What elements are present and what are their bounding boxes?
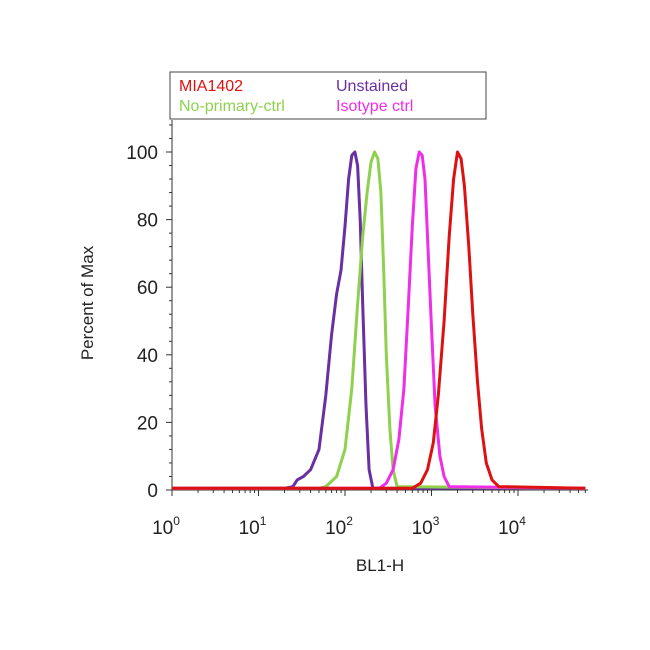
series-lines (172, 150, 586, 490)
x-tick-label: 102 (325, 514, 353, 539)
legend-entry-no-primary-ctrl: No-primary-ctrl (179, 98, 285, 115)
y-axis-title: Percent of Max (78, 245, 97, 360)
legend-entry-unstained: Unstained (336, 78, 408, 95)
y-tick-label: 20 (137, 413, 158, 434)
y-tick-label: 80 (137, 211, 158, 232)
y-tick-label: 100 (126, 143, 158, 164)
x-tick-label: 101 (239, 514, 267, 539)
legend-entry-isotype-ctrl: Isotype ctrl (336, 98, 413, 115)
legend-frame (169, 71, 487, 120)
x-tick-label: 100 (152, 514, 180, 539)
x-axis-title: BL1-H (356, 556, 404, 575)
series-line-isotype-ctrl (172, 150, 586, 490)
x-tick-label: 104 (498, 514, 526, 539)
axes (166, 120, 588, 496)
x-tick-label: 103 (412, 514, 440, 539)
tick-labels: 0 20 40 60 80 100 100 101 102 103 104 (126, 143, 526, 539)
legend-entry-mia1402: MIA1402 (179, 78, 243, 95)
y-tick-label: 40 (137, 346, 158, 367)
y-tick-label: 0 (147, 481, 158, 502)
series-line-mia1402 (172, 150, 586, 490)
series-line-no-primary-ctrl (172, 150, 586, 490)
series-line-unstained (172, 150, 586, 490)
legend: MIA1402 Unstained No-primary-ctrl Isotyp… (169, 71, 487, 120)
y-tick-label: 60 (137, 278, 158, 299)
